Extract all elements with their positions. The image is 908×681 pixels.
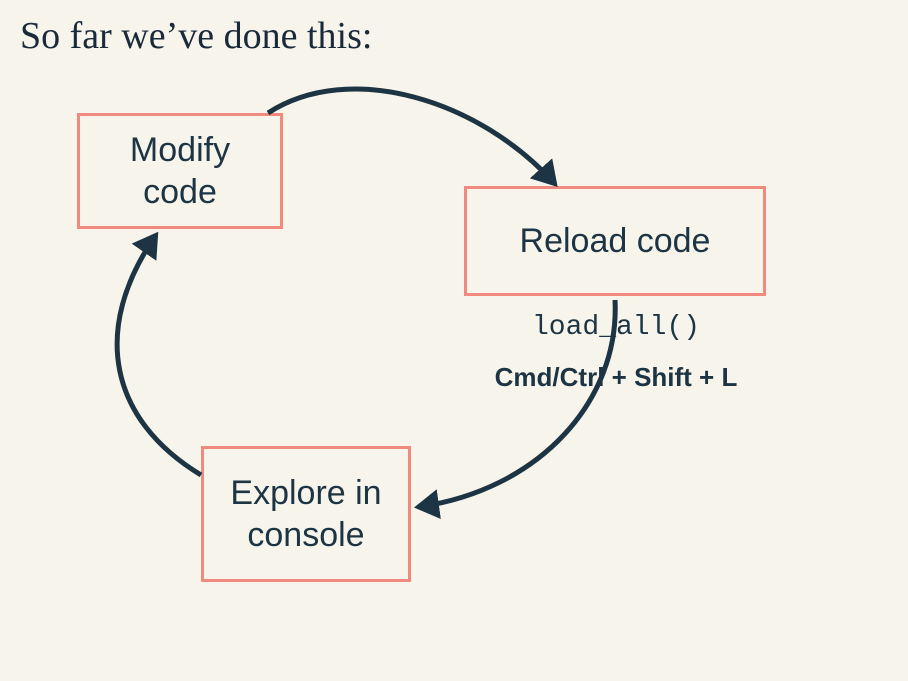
node-explore-console: Explore inconsole bbox=[201, 446, 411, 582]
arrows-layer bbox=[0, 0, 908, 681]
node-modify-label: Modifycode bbox=[130, 129, 230, 214]
reload-code-snippet: load_all() bbox=[486, 312, 746, 343]
node-reload-code: Reload code bbox=[464, 186, 766, 296]
reload-keyboard-shortcut: Cmd/Ctrl + Shift + L bbox=[456, 362, 776, 393]
slide-canvas: So far we’ve done this: Modifycode Reloa… bbox=[0, 0, 908, 681]
arrow-explore-to-modify bbox=[117, 235, 201, 475]
node-reload-label: Reload code bbox=[520, 220, 711, 263]
arrow-modify-to-reload bbox=[268, 89, 555, 184]
slide-heading: So far we’ve done this: bbox=[20, 16, 372, 58]
node-explore-label: Explore inconsole bbox=[230, 472, 381, 557]
node-modify-code: Modifycode bbox=[77, 113, 283, 229]
